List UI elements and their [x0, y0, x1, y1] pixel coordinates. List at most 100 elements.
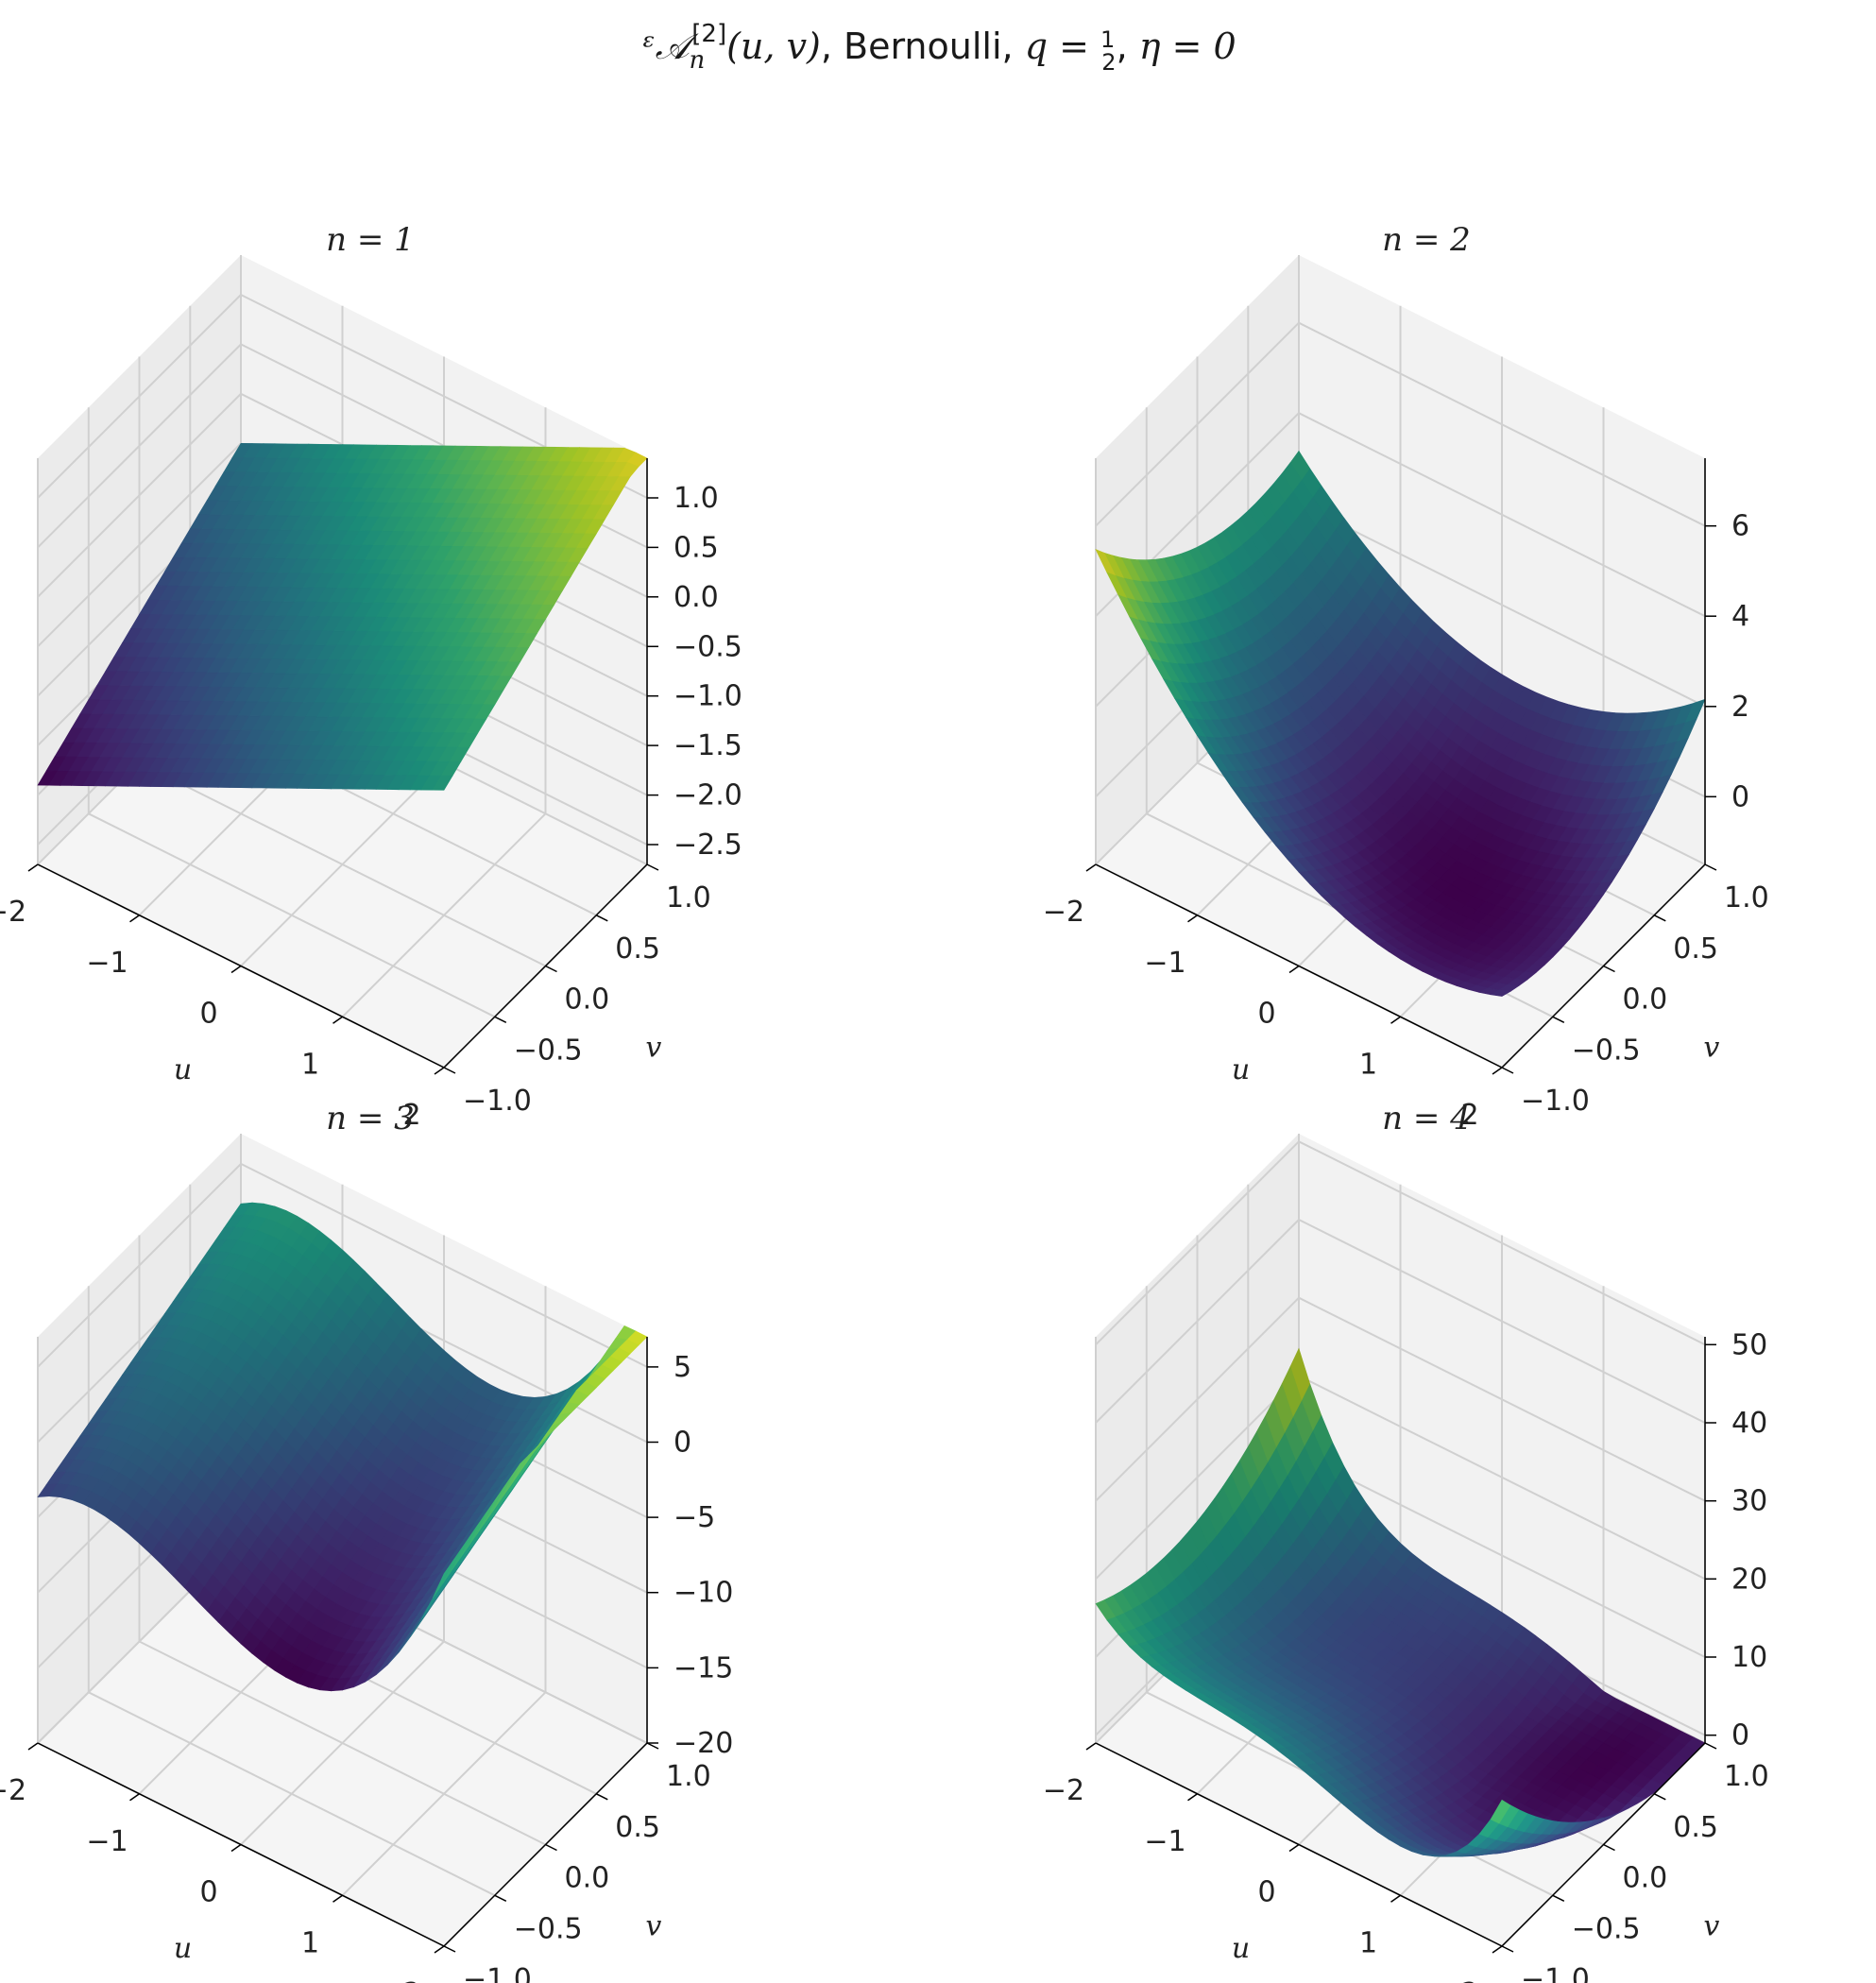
z-tick-label: 40	[1731, 1407, 1767, 1440]
v-tick-label: −0.5	[1572, 1912, 1641, 1945]
surface-patch	[1490, 989, 1511, 997]
title-q: q =	[1025, 26, 1100, 67]
v-tick-label: 1.0	[1724, 881, 1769, 915]
z-tick-label: −20	[674, 1727, 733, 1760]
z-tick-label: −15	[674, 1651, 733, 1684]
grid-line-v	[88, 812, 496, 1018]
u-tick-mark	[1492, 1067, 1503, 1075]
v-tick-label: 1.0	[666, 881, 711, 915]
title-args: (u, v)	[726, 26, 821, 67]
surface-patch	[1490, 1799, 1511, 1824]
z-tick-label: 30	[1731, 1485, 1767, 1518]
subplot-2: −2 −1 0 1 2 −1.0 −0.5 0.00.51.0 0 2 4 6 u v n = 2	[1043, 221, 1769, 1132]
u-tick-mark	[333, 1016, 343, 1024]
u-tick-mark	[1288, 965, 1300, 974]
u-tick-label: 0	[199, 1876, 217, 1909]
subplot-title: n = 1	[326, 221, 415, 259]
u-tick-mark	[1288, 1843, 1300, 1853]
z-tick-label: 1.0	[674, 482, 719, 515]
z-tick-label: 2	[1731, 691, 1749, 724]
u-tick-mark	[230, 1843, 242, 1853]
z-tick-label: 4	[1731, 600, 1749, 633]
v-tick-label: 1.0	[1724, 1760, 1769, 1793]
grid-line-z	[240, 1163, 648, 1368]
u-tick-mark	[129, 1793, 140, 1802]
surface-patch	[432, 775, 453, 791]
title-text-bernoulli: , Bernoulli,	[821, 26, 1025, 67]
u-tick-mark	[129, 915, 140, 923]
v-tick-mark	[1501, 1067, 1514, 1074]
grid-line-z	[1298, 1219, 1706, 1424]
z-tick-label: −1.5	[674, 729, 742, 762]
u-tick-label: −1	[1144, 1825, 1185, 1858]
z-tick-label: −5	[674, 1501, 715, 1534]
u-tick-label: 1	[1359, 1048, 1377, 1081]
grid-line-z	[1298, 321, 1706, 527]
v-tick-label: −0.5	[514, 1912, 583, 1945]
title-comma: ,	[1117, 26, 1139, 67]
z-tick-label: 10	[1731, 1641, 1767, 1674]
title-superscript: [2]	[691, 20, 726, 48]
surface	[37, 442, 648, 791]
subplot-4: −2 −1 0 1 2 −1.0 −0.5 0.00.51.0 0 10 20 30 40 50 u v n =…	[1043, 1100, 1769, 1983]
v-tick-mark	[595, 915, 608, 922]
subplot-title: n = 4	[1382, 1100, 1471, 1137]
u-tick-label: −1	[86, 1825, 128, 1858]
grid-line-z	[1298, 1140, 1706, 1346]
u-axis-label: u	[174, 1053, 192, 1086]
surface	[1095, 1347, 1706, 1857]
u-tick-label: 2	[402, 1099, 420, 1132]
v-tick-label: 0.0	[1623, 983, 1668, 1017]
z-tick-label: 0	[1731, 1719, 1749, 1752]
v-tick-label: 0.0	[565, 983, 610, 1017]
u-tick-label: 2	[1460, 1099, 1478, 1132]
grid-line-z	[1298, 412, 1706, 618]
v-tick-mark	[494, 1016, 507, 1023]
z-tick-label: 0	[1731, 780, 1749, 813]
subplots: −2−1012−1.0−0.50.00.51.0−2.5−2.0−1.5−1.0…	[0, 221, 1769, 1983]
v-tick-label: 0.0	[565, 1862, 610, 1895]
surface-patch	[432, 1561, 453, 1598]
v-tick-mark	[545, 1843, 557, 1852]
subplot-3: −2−1012−1.0−0.50.00.51.0−20−15−10−505uvn…	[0, 1100, 733, 1983]
title-q-numerator: 1	[1100, 26, 1115, 53]
v-tick-label: −0.5	[514, 1034, 583, 1067]
v-axis-label: v	[645, 1909, 661, 1942]
v-axis-label: v	[645, 1031, 661, 1064]
v-tick-mark	[1603, 1843, 1615, 1852]
z-tick-label: 50	[1731, 1328, 1767, 1361]
v-tick-label: −1.0	[1521, 1085, 1590, 1118]
u-tick-label: 1	[301, 1926, 319, 1959]
v-tick-mark	[443, 1945, 456, 1953]
u-axis-label: u	[1232, 1932, 1250, 1965]
grid-line-z	[1095, 321, 1300, 527]
u-tick-label: 2	[1460, 1977, 1478, 1983]
v-tick-mark	[545, 965, 557, 973]
grid-line-z	[37, 442, 242, 648]
z-tick-label: 6	[1731, 510, 1749, 543]
u-tick-label: 0	[1257, 998, 1275, 1031]
u-tick-label: −1	[1144, 947, 1185, 980]
v-tick-mark	[1704, 1742, 1717, 1750]
u-tick-mark	[230, 965, 242, 974]
u-tick-mark	[434, 1067, 445, 1075]
title-subscript: n	[690, 46, 706, 75]
subplot-title: n = 3	[326, 1100, 415, 1137]
u-tick-mark	[1085, 863, 1097, 872]
v-tick-mark	[494, 1894, 507, 1902]
z-tick-label: 5	[674, 1351, 691, 1384]
u-tick-label: −2	[0, 896, 26, 929]
subplot-title: n = 2	[1382, 221, 1471, 259]
z-tick-label: 0.0	[674, 581, 719, 614]
v-tick-label: 0.0	[1623, 1862, 1668, 1895]
v-tick-mark	[1501, 1945, 1514, 1953]
subplot-1: −2−1012−1.0−0.50.00.51.0−2.5−2.0−1.5−1.0…	[0, 221, 742, 1132]
u-tick-mark	[1187, 915, 1198, 923]
v-tick-label: −1.0	[463, 1085, 532, 1118]
grid-line-z	[37, 343, 242, 549]
v-tick-label: 1.0	[666, 1760, 711, 1793]
v-tick-mark	[1704, 863, 1717, 871]
v-tick-mark	[646, 863, 659, 871]
v-tick-mark	[1653, 915, 1666, 922]
z-tick-label: −0.5	[674, 630, 742, 663]
